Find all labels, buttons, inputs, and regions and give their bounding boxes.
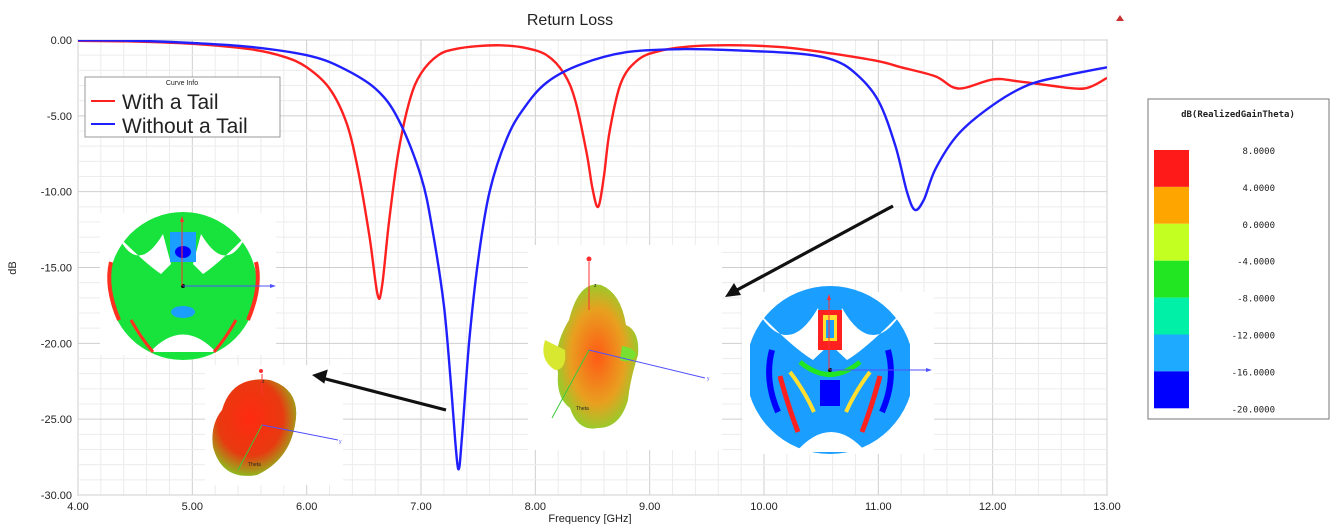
colorbar-swatch [1154,150,1189,187]
colorbar-label: 4.0000 [1242,184,1275,194]
colorbar-title: dB(RealizedGainTheta) [1181,109,1295,120]
colorbar-label: 0.0000 [1242,221,1275,231]
inset-3d-pattern-left: y z Theta [205,365,343,485]
colorbar-legend: dB(RealizedGainTheta) 8.0000 4.0000 0.0000… [1147,98,1330,420]
x-tick-labels: 4.00 5.00 6.00 7.00 8.00 9.00 10.00 11.00 12.00 1… [67,501,1120,513]
y-tick-label: -25.00 [41,414,72,426]
colorbar-label: -20.0000 [1232,405,1275,415]
x-axis-label: Frequency [GHz] [548,513,631,524]
x-tick-label: 9.00 [639,501,660,513]
annotation-arrows [312,204,894,412]
legend-label-with-a-tail: With a Tail [122,91,218,114]
inset-left-small-label: Theta [248,462,261,468]
colorbar-swatch [1154,186,1189,224]
colorbar-label: -16.0000 [1232,368,1275,378]
y-tick-label: -10.00 [41,187,72,199]
y-tick-label: -5.00 [47,111,72,123]
legend: Curve Info With a Tail Without a Tail [84,76,281,138]
y-tick-labels: 0.00 -5.00 -10.00 -15.00 -20.00 -25.00 -30.00 [41,35,72,502]
colorbar-swatch [1154,260,1189,298]
x-tick-label: 7.00 [410,501,431,513]
x-tick-label: 11.00 [865,501,892,513]
colorbar-swatch [1154,334,1189,372]
inset-mid-small-label: Theta [576,406,589,412]
y-tick-label: -30.00 [41,490,72,502]
chart-title: Return Loss [527,12,613,29]
inset-mid-axis-z-label: z [594,283,597,289]
y-tick-label: -15.00 [41,263,72,275]
y-axis-label: dB [7,261,19,274]
x-tick-label: 8.00 [525,501,546,513]
inset-left-axis-x-label: y [339,439,342,445]
x-tick-label: 5.00 [182,501,203,513]
colorbar-label: -12.0000 [1232,332,1275,342]
colorbar-label: -8.0000 [1237,295,1275,305]
colorbar-swatch [1154,223,1189,261]
y-tick-label: 0.00 [51,35,72,47]
series-line-without-a-tail [78,40,1107,471]
inset-mid-axis-y-label: y [707,376,710,382]
x-tick-label: 4.00 [67,501,88,513]
x-tick-label: 12.00 [979,501,1007,513]
x-tick-label: 10.00 [750,501,778,513]
inset-left-axis-z-label: z [262,379,265,385]
legend-title: Curve Info [166,80,198,87]
inset-field-plot-left [100,212,276,360]
inset-3d-pattern-middle: y z Theta [528,245,722,450]
y-tick-label: -20.00 [41,338,72,350]
marker-triangle-icon [1116,15,1124,21]
legend-label-without-a-tail: Without a Tail [122,115,248,138]
x-tick-label: 13.00 [1093,501,1121,513]
inset-field-plot-right [742,286,934,454]
colorbar-label: 8.0000 [1242,147,1275,157]
colorbar-swatch [1154,297,1189,335]
colorbar-label: -4.0000 [1237,258,1275,268]
x-tick-label: 6.00 [296,501,317,513]
colorbar-swatch [1154,371,1189,409]
